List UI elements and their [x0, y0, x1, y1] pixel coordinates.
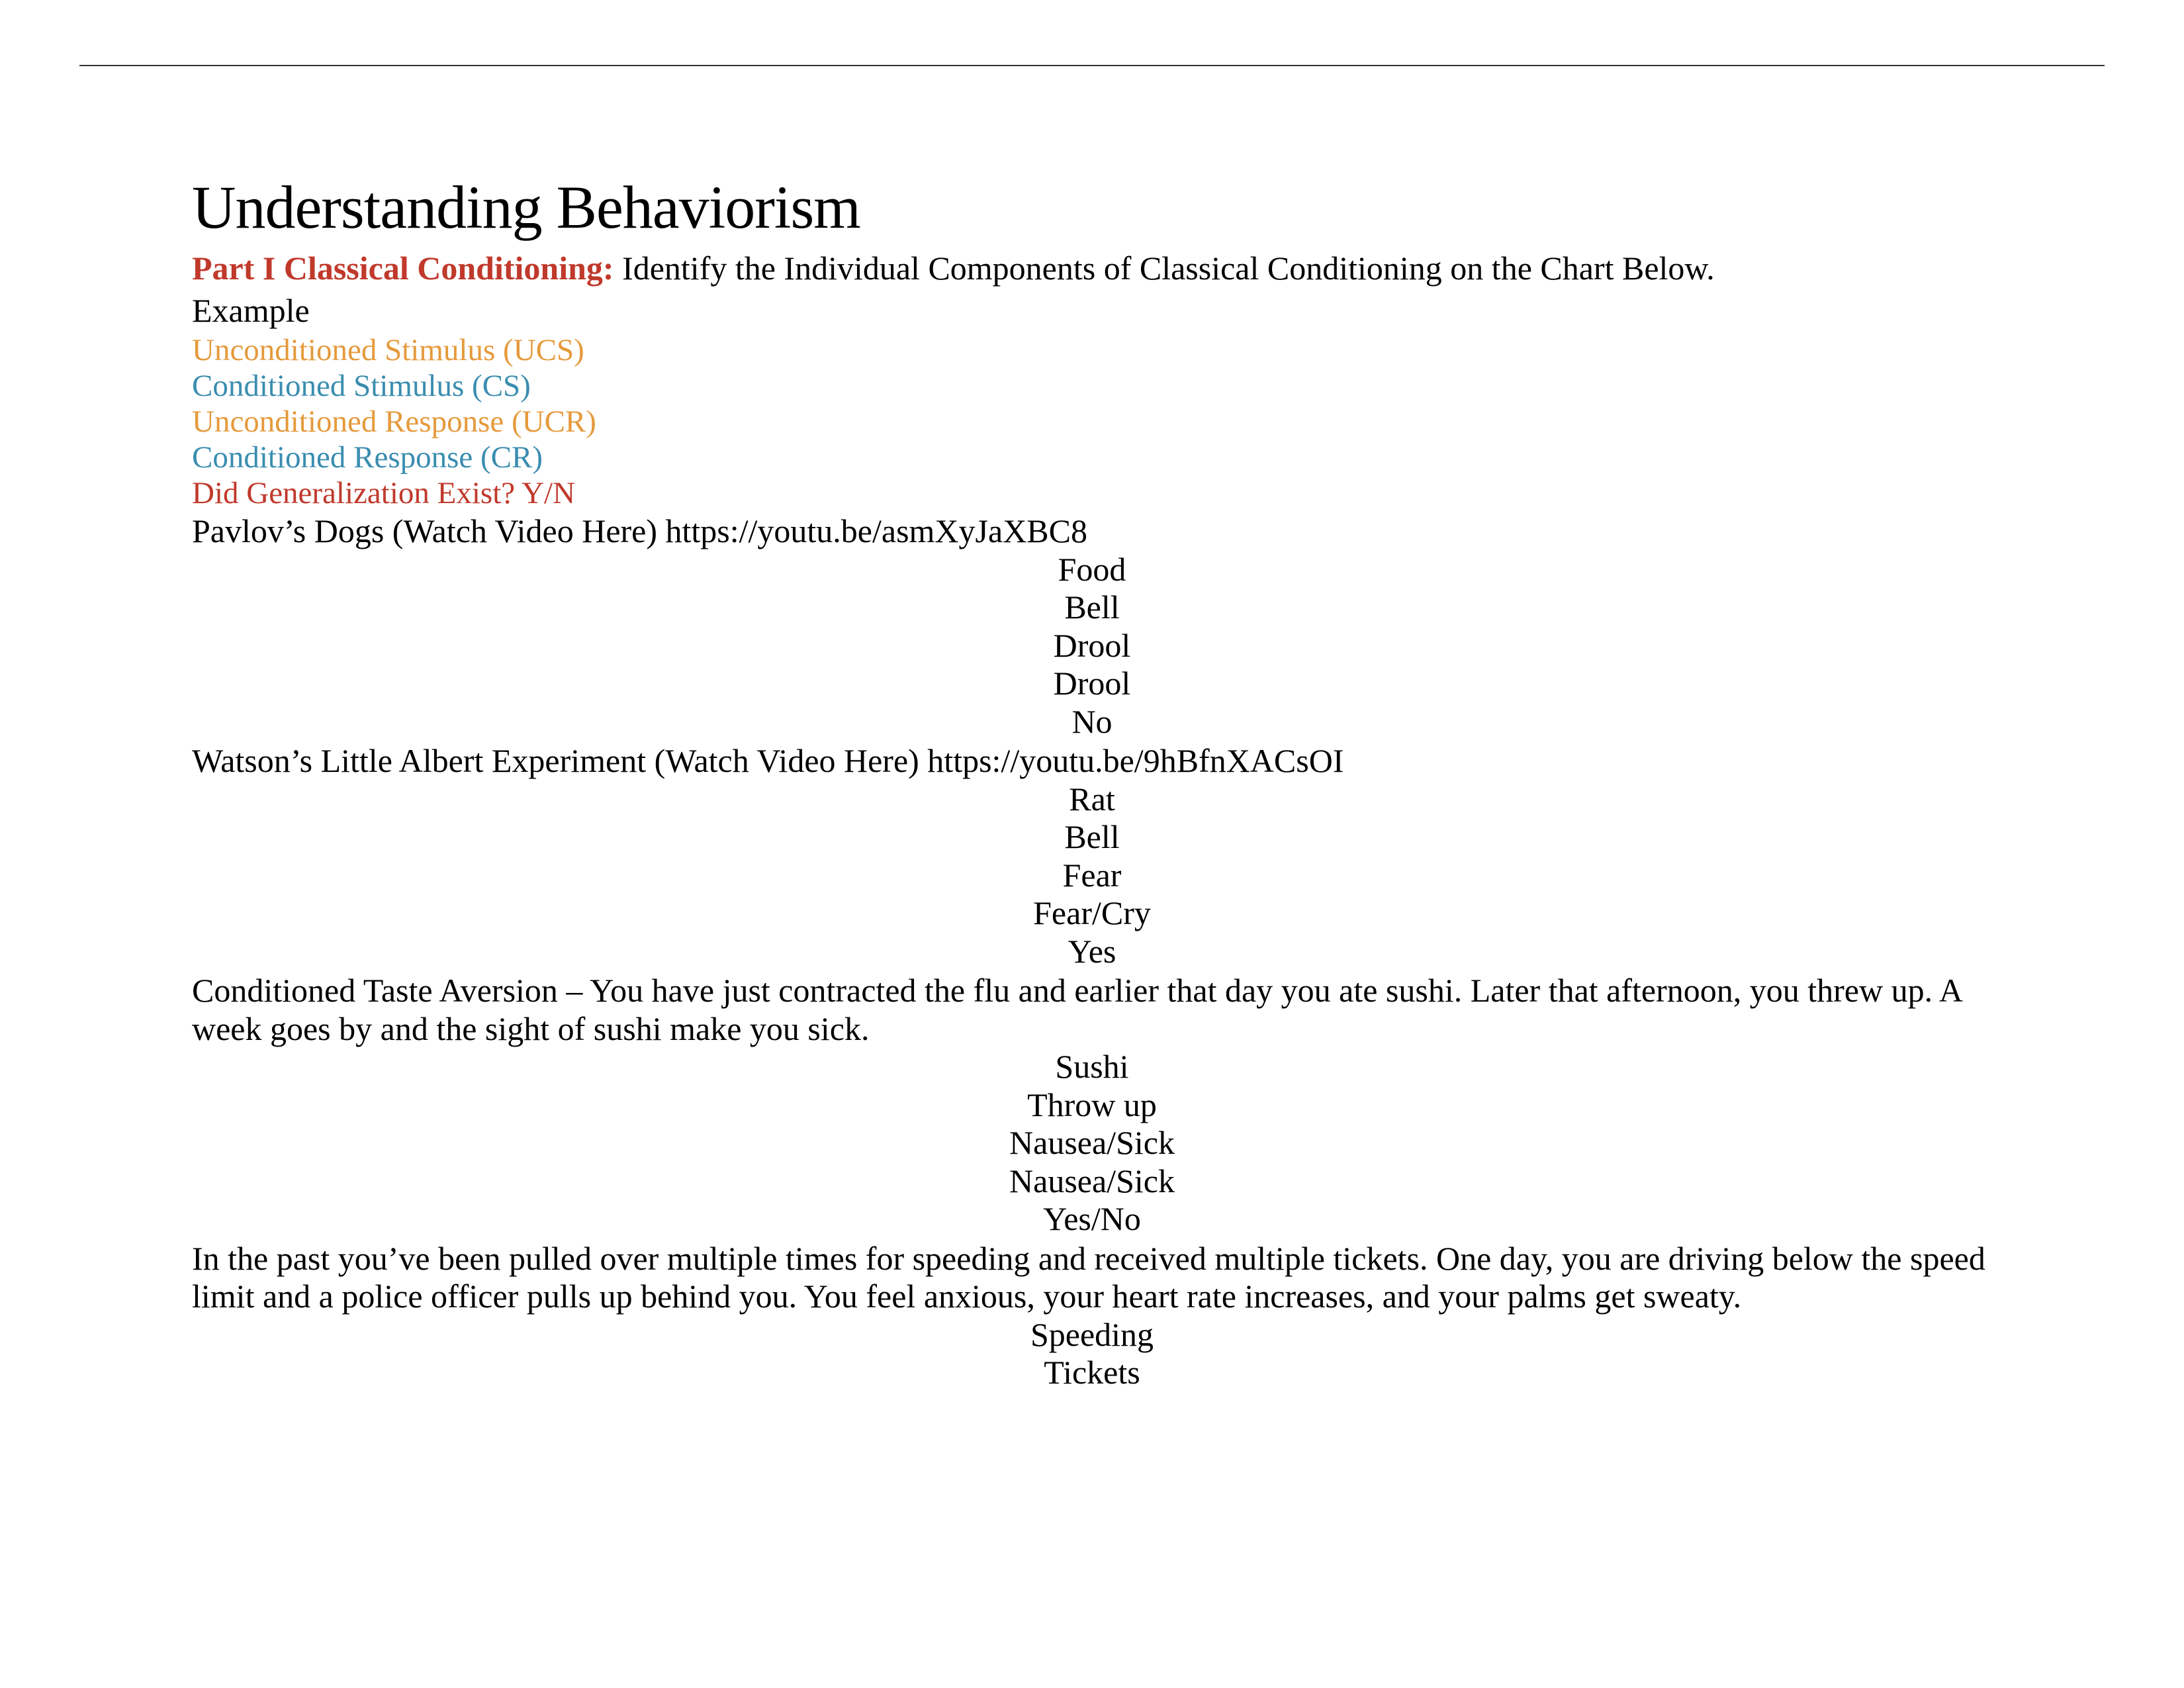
scenario-answer: Nausea/Sick	[192, 1162, 1992, 1201]
part-label: Part I Classical Conditioning:	[192, 250, 614, 287]
scenario-prompt: Pavlov’s Dogs (Watch Video Here) https:/…	[192, 512, 1992, 551]
document-content: Understanding Behaviorism Part I Classic…	[192, 172, 1992, 1392]
subtitle-rest: Identify the Individual Components of Cl…	[614, 250, 1715, 287]
scenario-answer: Speeding	[192, 1316, 1992, 1354]
scenario-answer: Yes/No	[192, 1200, 1992, 1239]
scenario-answer: Drool	[192, 665, 1992, 703]
scenario-prompt: Watson’s Little Albert Experiment (Watch…	[192, 742, 1992, 780]
legend-cs: Conditioned Stimulus (CS)	[192, 368, 1992, 404]
scenario-answer: Nausea/Sick	[192, 1124, 1992, 1162]
scenario-answer: Sushi	[192, 1048, 1992, 1086]
legend-ucs: Unconditioned Stimulus (UCS)	[192, 332, 1992, 368]
scenario-answer: Yes	[192, 933, 1992, 971]
scenario-prompt: In the past you’ve been pulled over mult…	[192, 1240, 1992, 1316]
scenario-answer: No	[192, 703, 1992, 741]
scenario-answer: Bell	[192, 818, 1992, 857]
horizontal-rule	[79, 65, 2105, 66]
scenario-answer: Food	[192, 551, 1992, 589]
scenario-answer: Tickets	[192, 1354, 1992, 1392]
scenario-answer: Rat	[192, 780, 1992, 819]
legend-generalization: Did Generalization Exist? Y/N	[192, 475, 1992, 511]
legend-ucr: Unconditioned Response (UCR)	[192, 404, 1992, 440]
scenario-answer: Fear/Cry	[192, 894, 1992, 933]
scenario-answer: Drool	[192, 627, 1992, 665]
scenario-answer: Throw up	[192, 1086, 1992, 1125]
legend-cr: Conditioned Response (CR)	[192, 440, 1992, 475]
section-subtitle: Part I Classical Conditioning: Identify …	[192, 249, 1992, 287]
scenario-answer: Fear	[192, 857, 1992, 895]
scenario-answer: Bell	[192, 588, 1992, 627]
example-label: Example	[192, 291, 1992, 330]
scenario-prompt: Conditioned Taste Aversion – You have ju…	[192, 972, 1992, 1048]
page-title: Understanding Behaviorism	[192, 172, 1992, 242]
